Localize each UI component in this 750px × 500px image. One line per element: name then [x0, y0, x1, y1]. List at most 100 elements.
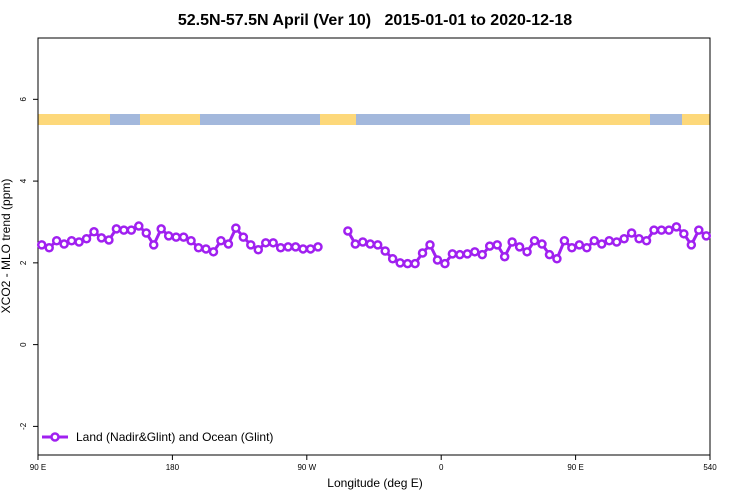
- data-point: [186, 236, 196, 246]
- data-point: [559, 236, 570, 246]
- data-point: [656, 225, 667, 235]
- data-point: [141, 228, 152, 238]
- x-tick-label: 90 E: [567, 463, 583, 472]
- data-point: [619, 233, 629, 244]
- data-point: [89, 227, 99, 237]
- data-point: [260, 238, 271, 248]
- data-point: [74, 237, 84, 247]
- data-point: [111, 224, 122, 234]
- data-point: [574, 240, 585, 250]
- data-point: [499, 251, 510, 262]
- x-tick-label: 0: [439, 463, 444, 472]
- y-tick-label: 6: [19, 97, 28, 102]
- data-point: [671, 222, 682, 232]
- data-point: [694, 225, 704, 235]
- legend-marker: [50, 432, 60, 442]
- data-point: [36, 240, 47, 250]
- x-tick-label: 540: [703, 463, 717, 472]
- data-point: [537, 239, 547, 249]
- data-point: [178, 232, 189, 242]
- data-point: [365, 239, 376, 249]
- y-axis-label: XCO2 - MLO trend (ppm): [0, 179, 13, 314]
- data-point: [387, 254, 398, 264]
- data-point: [596, 239, 607, 249]
- data-point: [119, 225, 129, 235]
- data-point: [343, 226, 353, 236]
- y-tick-label: 0: [19, 342, 28, 347]
- data-point: [59, 239, 69, 249]
- data-point: [372, 240, 383, 250]
- data-point: [380, 246, 390, 256]
- data-point: [701, 231, 712, 241]
- data-point: [664, 225, 674, 235]
- land-band: [140, 114, 200, 125]
- data-point: [126, 225, 137, 235]
- x-axis-label: Longitude (deg E): [327, 476, 422, 490]
- data-point: [216, 236, 226, 246]
- chart-title: 52.5N-57.5N April (Ver 10) 2015-01-01 to…: [178, 12, 572, 29]
- data-point: [290, 242, 301, 252]
- data-point: [634, 233, 644, 244]
- data-point: [208, 247, 219, 257]
- land-band: [470, 114, 650, 125]
- data-point: [402, 258, 413, 269]
- data-point: [522, 247, 532, 257]
- x-tick-label: 90 W: [297, 463, 316, 472]
- data-point: [417, 248, 428, 258]
- data-point: [96, 233, 107, 243]
- data-point: [223, 239, 234, 249]
- data-point: [51, 236, 62, 246]
- data-point: [253, 245, 264, 255]
- data-point: [604, 236, 614, 246]
- land-band: [682, 114, 710, 125]
- data-point: [134, 221, 144, 231]
- data-point: [148, 240, 159, 250]
- data-point: [649, 225, 659, 235]
- data-point: [193, 242, 204, 253]
- data-point: [298, 244, 308, 254]
- data-point: [201, 244, 211, 254]
- data-point: [410, 258, 420, 269]
- data-point: [358, 237, 368, 247]
- data-point: [156, 224, 166, 234]
- land-ocean-strip: [38, 114, 710, 125]
- data-point: [432, 255, 443, 265]
- data-point: [544, 249, 555, 260]
- data-point: [492, 240, 502, 250]
- data-point: [582, 242, 592, 253]
- data-point: [455, 249, 465, 260]
- data-point: [238, 232, 249, 242]
- data-point: [477, 249, 488, 260]
- x-tick-label: 180: [166, 463, 180, 472]
- data-point: [231, 223, 241, 233]
- x-tick-label: 90 E: [30, 463, 46, 472]
- data-point: [447, 249, 458, 259]
- legend-label: Land (Nadir&Glint) and Ocean (Glint): [76, 430, 273, 444]
- data-point: [529, 236, 540, 246]
- data-point: [484, 241, 495, 251]
- data-point: [313, 242, 323, 252]
- data-point: [462, 249, 473, 259]
- y-tick-label: 2: [19, 260, 28, 265]
- data-point: [350, 239, 361, 249]
- data-point: [425, 240, 435, 250]
- y-tick-label: 4: [19, 178, 28, 183]
- data-point: [470, 247, 480, 257]
- data-point: [552, 254, 562, 264]
- data-point: [268, 238, 278, 248]
- land-band: [320, 114, 356, 125]
- data-point: [171, 232, 181, 242]
- data-point: [395, 258, 405, 268]
- land-band: [38, 114, 110, 125]
- data-point: [679, 229, 689, 239]
- data-point: [626, 228, 637, 238]
- data-point: [246, 240, 256, 250]
- data-point: [440, 258, 450, 269]
- data-point: [275, 242, 286, 253]
- data-point: [305, 244, 316, 254]
- data-point: [104, 235, 114, 245]
- data-point: [66, 236, 77, 246]
- data-point: [44, 242, 54, 253]
- y-tick-label: -2: [19, 422, 28, 430]
- data-point: [641, 236, 652, 246]
